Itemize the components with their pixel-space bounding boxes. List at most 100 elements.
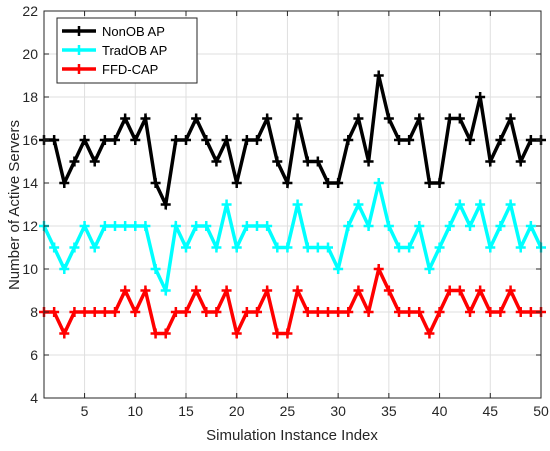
data-point bbox=[272, 328, 283, 339]
data-point bbox=[312, 156, 323, 167]
data-point bbox=[383, 221, 394, 231]
data-point bbox=[120, 113, 131, 124]
data-point bbox=[333, 307, 344, 317]
data-point bbox=[201, 307, 212, 317]
data-point bbox=[49, 135, 60, 145]
data-point bbox=[525, 135, 536, 145]
data-point bbox=[191, 285, 202, 296]
data-point bbox=[262, 221, 273, 231]
data-point bbox=[343, 135, 354, 145]
data-point bbox=[525, 221, 536, 231]
data-point bbox=[221, 285, 232, 296]
data-point bbox=[424, 328, 435, 339]
y-tick-label: 4 bbox=[30, 390, 38, 406]
y-tick-label: 18 bbox=[22, 89, 38, 105]
series-ffd-cap bbox=[39, 263, 546, 339]
y-tick-label: 6 bbox=[30, 347, 38, 363]
data-point bbox=[414, 113, 425, 124]
data-point bbox=[444, 221, 455, 231]
x-tick-label: 45 bbox=[482, 403, 498, 419]
legend-marker bbox=[74, 26, 84, 36]
data-point bbox=[434, 178, 445, 188]
data-point bbox=[454, 285, 465, 296]
data-point bbox=[465, 221, 475, 231]
data-point bbox=[485, 156, 496, 167]
y-tick-label: 10 bbox=[22, 261, 38, 277]
legend-label: NonOB AP bbox=[102, 24, 165, 39]
legend-label: TradOB AP bbox=[102, 43, 167, 58]
data-point bbox=[160, 285, 171, 296]
data-point bbox=[160, 328, 171, 339]
data-point bbox=[130, 307, 141, 317]
data-point bbox=[211, 242, 222, 253]
data-point bbox=[110, 221, 120, 231]
data-point bbox=[282, 242, 293, 253]
x-tick-label: 15 bbox=[178, 403, 194, 419]
data-point bbox=[89, 307, 100, 317]
data-point bbox=[201, 135, 212, 145]
data-point bbox=[272, 156, 283, 167]
data-point bbox=[353, 199, 364, 210]
data-point bbox=[252, 135, 262, 145]
data-point bbox=[363, 307, 374, 317]
y-tick-label: 20 bbox=[22, 46, 38, 62]
data-point bbox=[312, 307, 323, 317]
data-point bbox=[515, 242, 526, 253]
data-point bbox=[59, 264, 70, 274]
x-tick-label: 40 bbox=[432, 403, 448, 419]
data-point bbox=[160, 199, 171, 210]
data-point bbox=[79, 221, 90, 231]
data-point bbox=[292, 285, 303, 296]
data-point bbox=[99, 221, 110, 231]
data-point bbox=[404, 135, 415, 145]
x-axis-label: Simulation Instance Index bbox=[206, 427, 378, 444]
data-point bbox=[495, 307, 506, 317]
data-point bbox=[505, 113, 516, 124]
legend: NonOB AP TradOB AP FFD-CAP bbox=[56, 17, 198, 84]
data-point bbox=[312, 242, 323, 253]
y-tick-label: 14 bbox=[22, 175, 38, 191]
data-point bbox=[465, 135, 475, 145]
x-tick-label: 5 bbox=[81, 403, 89, 419]
data-point bbox=[323, 307, 333, 317]
data-point bbox=[282, 178, 293, 188]
x-tick-label: 10 bbox=[127, 403, 143, 419]
data-point bbox=[49, 307, 60, 317]
data-point bbox=[515, 307, 526, 317]
data-point bbox=[323, 242, 333, 253]
data-point bbox=[394, 242, 404, 253]
data-point bbox=[394, 307, 404, 317]
data-point bbox=[272, 242, 283, 253]
data-point bbox=[130, 135, 141, 145]
data-point bbox=[353, 285, 364, 296]
data-point bbox=[191, 221, 202, 231]
data-point bbox=[241, 221, 252, 231]
data-point bbox=[110, 135, 120, 145]
data-point bbox=[343, 307, 354, 317]
data-point bbox=[302, 156, 313, 167]
data-point bbox=[373, 70, 384, 81]
legend-marker bbox=[74, 64, 84, 74]
axis-ticks: 4 6 8 10 12 14 16 18 20 22 5 10 15 20 25 30 35 40 45 50 bbox=[22, 3, 549, 419]
data-point bbox=[120, 285, 131, 296]
data-point bbox=[424, 178, 435, 188]
data-point bbox=[444, 113, 455, 124]
data-point bbox=[99, 135, 110, 145]
data-point bbox=[181, 242, 191, 253]
data-point bbox=[383, 113, 394, 124]
y-axis-label: Number of Active Servers bbox=[6, 120, 23, 290]
data-point bbox=[495, 135, 506, 145]
data-point bbox=[363, 156, 374, 167]
data-point bbox=[191, 113, 202, 124]
data-point bbox=[302, 307, 313, 317]
data-point bbox=[241, 307, 252, 317]
data-point bbox=[434, 307, 445, 317]
data-point bbox=[525, 307, 536, 317]
x-tick-label: 50 bbox=[533, 403, 549, 419]
data-point bbox=[373, 264, 384, 274]
data-point bbox=[465, 307, 475, 317]
data-point bbox=[404, 242, 415, 253]
data-point bbox=[475, 199, 486, 210]
data-point bbox=[404, 307, 415, 317]
data-point bbox=[444, 285, 455, 296]
